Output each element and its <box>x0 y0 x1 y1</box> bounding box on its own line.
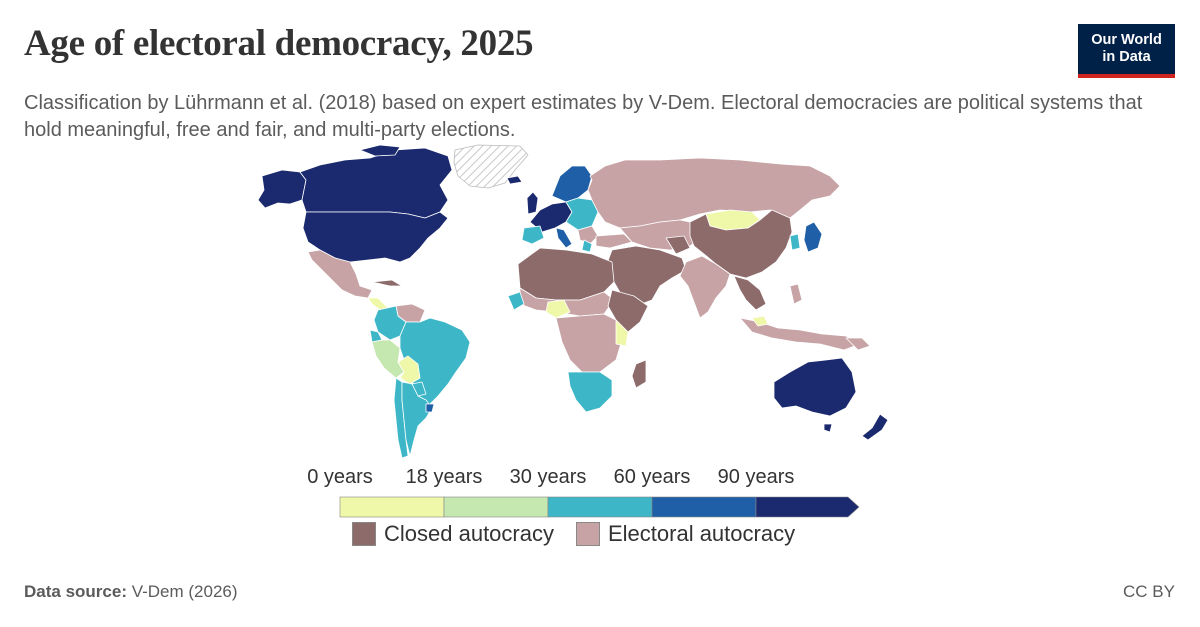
legend-bin-0-18[interactable] <box>339 496 445 518</box>
logo-line-1: Our World <box>1091 32 1162 48</box>
region-india[interactable] <box>679 255 731 319</box>
region-peru[interactable] <box>371 339 405 379</box>
region-west-africa[interactable] <box>507 291 525 311</box>
region-uk[interactable] <box>526 191 539 215</box>
region-papua-new-guinea[interactable] <box>845 337 871 351</box>
region-afghanistan[interactable] <box>665 235 691 255</box>
region-southeast-asia[interactable] <box>733 275 767 311</box>
region-canada[interactable] <box>299 147 453 219</box>
legend-tick-0: 0 years <box>307 466 373 488</box>
region-greece[interactable] <box>581 239 593 253</box>
region-iceland[interactable] <box>506 175 523 185</box>
chart-title: Age of electoral democracy, 2025 <box>24 23 534 64</box>
region-nigeria[interactable] <box>545 299 571 319</box>
region-uruguay[interactable] <box>425 403 435 413</box>
logo-line-2: in Data <box>1102 49 1151 65</box>
region-australia[interactable] <box>773 357 857 417</box>
legend-tick-30: 30 years <box>509 466 587 488</box>
region-balkans[interactable] <box>577 225 599 245</box>
legend-tick-labels: 0 years 18 years 30 years 60 years 90 ye… <box>0 466 1200 492</box>
legend-bin-18-30[interactable] <box>443 496 549 518</box>
legend-tick-90: 90 years <box>717 466 795 488</box>
region-canada-islands[interactable] <box>359 144 401 157</box>
data-source-link[interactable]: V-Dem (2026) <box>131 582 238 601</box>
region-north-africa[interactable] <box>517 247 615 301</box>
region-madagascar[interactable] <box>631 359 647 389</box>
legend-tick-18: 18 years <box>405 466 483 488</box>
region-mexico[interactable] <box>307 249 373 299</box>
electoral-autocracy-label: Electoral autocracy <box>607 521 796 546</box>
region-turkey[interactable] <box>595 233 633 249</box>
region-china[interactable] <box>689 209 793 279</box>
chart-subtitle: Classification by Lührmann et al. (2018)… <box>24 92 1143 141</box>
region-malaysia[interactable] <box>751 315 769 327</box>
legend-bin-90-plus[interactable] <box>755 496 860 518</box>
license-link[interactable]: CC BY <box>1123 582 1175 601</box>
owid-logo[interactable]: Our World in Data <box>1078 24 1175 78</box>
region-new-zealand[interactable] <box>861 413 889 441</box>
region-philippines[interactable] <box>789 283 803 305</box>
region-nordics[interactable] <box>551 165 593 203</box>
region-east-africa[interactable] <box>615 319 629 347</box>
region-argentina[interactable] <box>401 381 433 457</box>
electoral-autocracy-swatch <box>575 522 600 546</box>
region-southern-africa[interactable] <box>567 371 613 413</box>
region-greenland[interactable] <box>453 144 529 189</box>
category-legend: Closed autocracy Electoral autocracy <box>352 521 795 547</box>
region-tasmania[interactable] <box>823 423 833 433</box>
color-scale-legend <box>339 496 860 518</box>
region-central-africa[interactable] <box>555 313 623 373</box>
legend-tick-60: 60 years <box>613 466 691 488</box>
data-source-label: Data source: <box>24 582 127 601</box>
legend-bin-60-90[interactable] <box>651 496 757 518</box>
world-map <box>257 144 889 459</box>
closed-autocracy-swatch <box>352 522 376 546</box>
legend-bin-30-60[interactable] <box>547 496 653 518</box>
region-alaska[interactable] <box>257 169 307 209</box>
region-japan[interactable] <box>803 221 823 253</box>
region-italy[interactable] <box>555 227 573 249</box>
region-bolivia[interactable] <box>397 355 421 385</box>
closed-autocracy-label: Closed autocracy <box>384 521 554 546</box>
data-source: Data source: V-Dem (2026) <box>24 582 238 602</box>
legend-electoral-autocracy[interactable]: Electoral autocracy <box>575 521 796 547</box>
region-cuba[interactable] <box>371 279 403 287</box>
legend-closed-autocracy[interactable]: Closed autocracy <box>352 521 554 547</box>
region-korea[interactable] <box>789 233 801 251</box>
region-iberia[interactable] <box>521 225 545 245</box>
